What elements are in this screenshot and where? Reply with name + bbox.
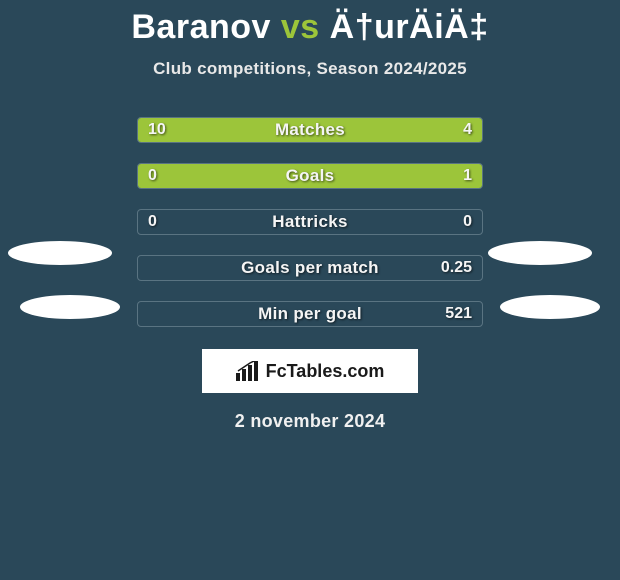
stat-label: Hattricks: [138, 210, 482, 234]
subtitle: Club competitions, Season 2024/2025: [0, 59, 620, 79]
stat-row: 01Goals: [137, 163, 483, 189]
player1-name: Baranov: [131, 8, 271, 46]
stat-row: 104Matches: [137, 117, 483, 143]
logo-text: FcTables.com: [266, 361, 385, 382]
comparison-widget: Baranov vs Ä†urÄiÄ‡ Club competitions, S…: [0, 0, 620, 432]
stat-row: 0.25Goals per match: [137, 255, 483, 281]
page-title: Baranov vs Ä†urÄiÄ‡: [0, 8, 620, 47]
date-line: 2 november 2024: [0, 411, 620, 432]
stat-row: 00Hattricks: [137, 209, 483, 235]
stat-label: Goals per match: [138, 256, 482, 280]
decoration-ellipse-right-top: [488, 241, 592, 265]
logo-box: FcTables.com: [202, 349, 418, 393]
stat-label: Goals: [138, 164, 482, 188]
decoration-ellipse-left-top: [8, 241, 112, 265]
logo-chart-icon: [236, 361, 260, 381]
chart-area: 104Matches 01Goals 00Hattricks 0.25Goals pe…: [0, 117, 620, 432]
comparison-bars: 104Matches 01Goals 00Hattricks 0.25Goals pe…: [137, 117, 483, 327]
decoration-ellipse-left-bottom: [20, 295, 120, 319]
logo: FcTables.com: [236, 361, 385, 382]
stat-label: Matches: [138, 118, 482, 142]
vs-separator: vs: [281, 8, 320, 46]
stat-label: Min per goal: [138, 302, 482, 326]
decoration-ellipse-right-bottom: [500, 295, 600, 319]
player2-name: Ä†urÄiÄ‡: [330, 8, 489, 46]
stat-row: 521Min per goal: [137, 301, 483, 327]
